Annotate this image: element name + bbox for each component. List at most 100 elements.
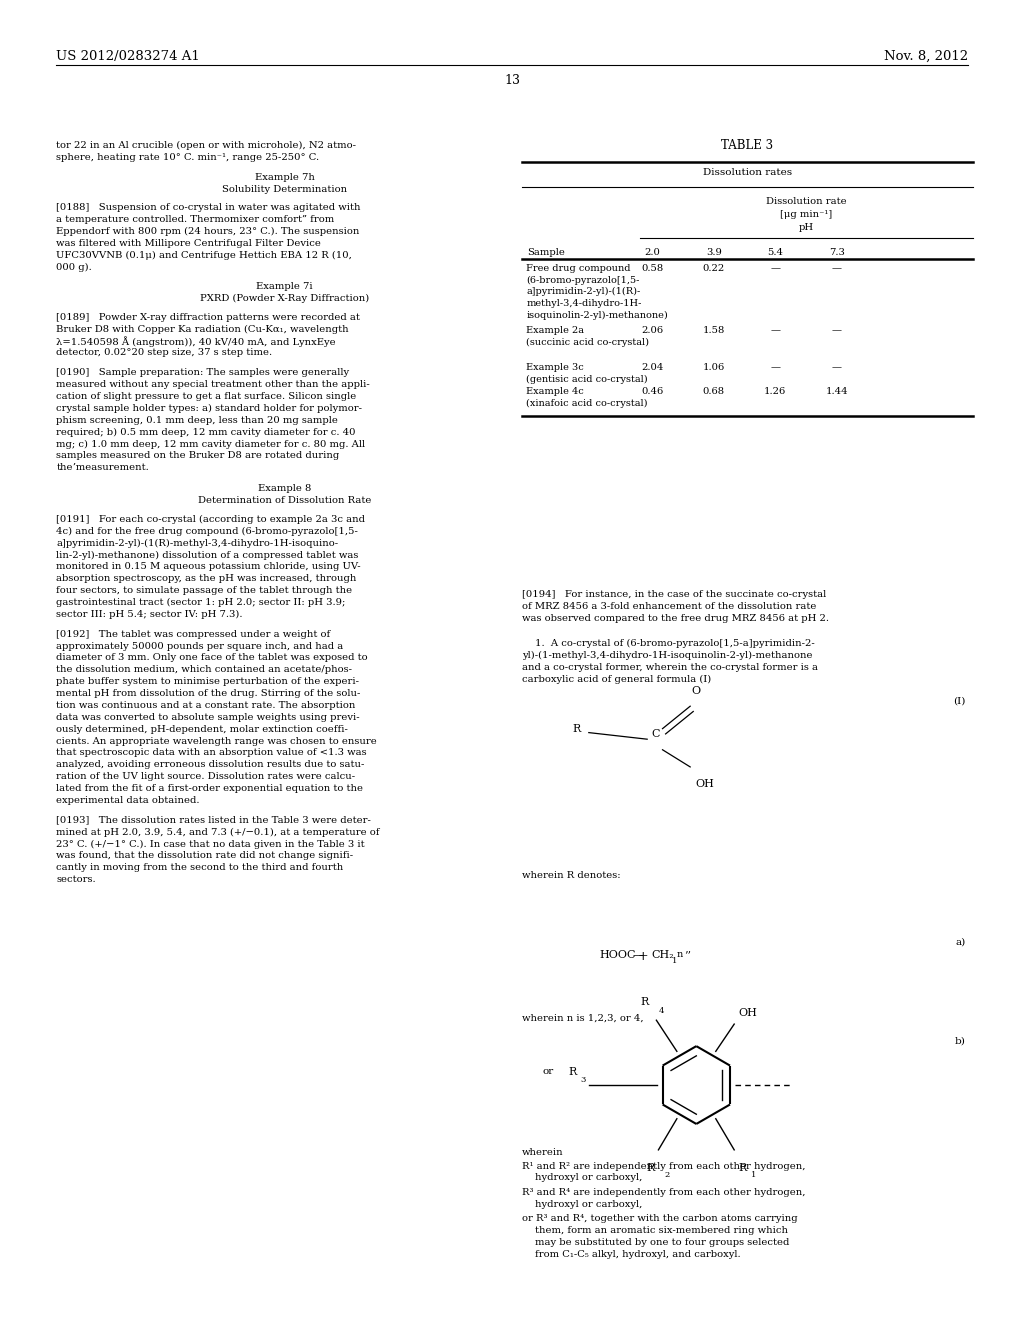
Text: Example 7h: Example 7h xyxy=(255,173,314,182)
Text: 1.06: 1.06 xyxy=(702,363,725,372)
Text: mg; c) 1.0 mm deep, 12 mm cavity diameter for c. 80 mg. All: mg; c) 1.0 mm deep, 12 mm cavity diamete… xyxy=(56,440,366,449)
Text: 1.  A co-crystal of (6-bromo-pyrazolo[1,5-a]pyrimidin-2-: 1. A co-crystal of (6-bromo-pyrazolo[1,5… xyxy=(535,639,814,648)
Text: the dissolution medium, which contained an acetate/phos-: the dissolution medium, which contained … xyxy=(56,665,352,675)
Text: required; b) 0.5 mm deep, 12 mm cavity diameter for c. 40: required; b) 0.5 mm deep, 12 mm cavity d… xyxy=(56,428,355,437)
Text: pH: pH xyxy=(799,223,814,232)
Text: measured without any special treatment other than the appli-: measured without any special treatment o… xyxy=(56,380,370,389)
Text: R: R xyxy=(646,1163,654,1173)
Text: wherein R denotes:: wherein R denotes: xyxy=(522,871,621,880)
Text: samples measured on the Bruker D8 are rotated during: samples measured on the Bruker D8 are ro… xyxy=(56,451,340,461)
Text: +: + xyxy=(638,950,648,964)
Text: λ=1.540598 Å (angstrom)), 40 kV/40 mA, and LynxEye: λ=1.540598 Å (angstrom)), 40 kV/40 mA, a… xyxy=(56,337,336,347)
Text: Determination of Dissolution Rate: Determination of Dissolution Rate xyxy=(198,496,372,506)
Text: yl)-(1-methyl-3,4-dihydro-1H-isoquinolin-2-yl)-methanone: yl)-(1-methyl-3,4-dihydro-1H-isoquinolin… xyxy=(522,651,813,660)
Text: was found, that the dissolution rate did not change signifi-: was found, that the dissolution rate did… xyxy=(56,851,353,861)
Text: carboxylic acid of general formula (I): carboxylic acid of general formula (I) xyxy=(522,675,712,684)
Text: [0189]   Powder X-ray diffraction patterns were recorded at: [0189] Powder X-ray diffraction patterns… xyxy=(56,313,360,322)
Text: Example 7i: Example 7i xyxy=(256,282,313,292)
Text: phate buffer system to minimise perturbation of the experi-: phate buffer system to minimise perturba… xyxy=(56,677,359,686)
Text: 3: 3 xyxy=(581,1076,586,1084)
Text: Solubility Determination: Solubility Determination xyxy=(222,185,347,194)
Text: ration of the UV light source. Dissolution rates were calcu-: ration of the UV light source. Dissoluti… xyxy=(56,772,355,781)
Text: tion was continuous and at a constant rate. The absorption: tion was continuous and at a constant ra… xyxy=(56,701,355,710)
Text: Example 2a: Example 2a xyxy=(526,326,585,335)
Text: —: — xyxy=(770,363,780,372)
Text: 0.68: 0.68 xyxy=(702,387,725,396)
Text: CH₂: CH₂ xyxy=(651,950,674,961)
Text: [0188]   Suspension of co-crystal in water was agitated with: [0188] Suspension of co-crystal in water… xyxy=(56,203,360,213)
Text: may be substituted by one to four groups selected: may be substituted by one to four groups… xyxy=(535,1238,788,1247)
Text: 2.04: 2.04 xyxy=(641,363,664,372)
Text: [0192]   The tablet was compressed under a weight of: [0192] The tablet was compressed under a… xyxy=(56,630,331,639)
Text: isoquinolin-2-yl)-methanone): isoquinolin-2-yl)-methanone) xyxy=(526,310,668,319)
Text: PXRD (Powder X-Ray Diffraction): PXRD (Powder X-Ray Diffraction) xyxy=(200,294,370,304)
Text: (I): (I) xyxy=(953,697,966,706)
Text: sphere, heating rate 10° C. min⁻¹, range 25-250° C.: sphere, heating rate 10° C. min⁻¹, range… xyxy=(56,153,319,162)
Text: gastrointestinal tract (sector 1: pH 2.0; sector II: pH 3.9;: gastrointestinal tract (sector 1: pH 2.0… xyxy=(56,598,346,607)
Text: Sample: Sample xyxy=(527,248,565,257)
Text: monitored in 0.15 M aqueous potassium chloride, using UV-: monitored in 0.15 M aqueous potassium ch… xyxy=(56,562,360,572)
Text: theʼmeasurement.: theʼmeasurement. xyxy=(56,463,150,473)
Text: Example 4c: Example 4c xyxy=(526,387,584,396)
Text: lated from the fit of a first-order exponential equation to the: lated from the fit of a first-order expo… xyxy=(56,784,364,793)
Text: 2: 2 xyxy=(665,1171,670,1179)
Text: —: — xyxy=(831,363,842,372)
Text: R: R xyxy=(640,997,648,1007)
Text: 1: 1 xyxy=(751,1171,756,1179)
Text: (gentisic acid co-crystal): (gentisic acid co-crystal) xyxy=(526,375,648,384)
Text: 4: 4 xyxy=(658,1007,664,1015)
Text: 1: 1 xyxy=(672,957,677,965)
Text: hydroxyl or carboxyl,: hydroxyl or carboxyl, xyxy=(535,1173,642,1183)
Text: data was converted to absolute sample weights using previ-: data was converted to absolute sample we… xyxy=(56,713,360,722)
Text: [0191]   For each co-crystal (according to example 2a 3c and: [0191] For each co-crystal (according to… xyxy=(56,515,366,524)
Text: Dissolution rates: Dissolution rates xyxy=(702,168,793,177)
Text: a]pyrimidin-2-yl)-(1(R)-methyl-3,4-dihydro-1H-isoquino-: a]pyrimidin-2-yl)-(1(R)-methyl-3,4-dihyd… xyxy=(56,539,339,548)
Text: mined at pH 2.0, 3.9, 5.4, and 7.3 (+/−0.1), at a temperature of: mined at pH 2.0, 3.9, 5.4, and 7.3 (+/−0… xyxy=(56,828,380,837)
Text: analyzed, avoiding erroneous dissolution results due to satu-: analyzed, avoiding erroneous dissolution… xyxy=(56,760,365,770)
Text: TABLE 3: TABLE 3 xyxy=(722,139,773,152)
Text: crystal sample holder types: a) standard holder for polymor-: crystal sample holder types: a) standard… xyxy=(56,404,362,413)
Text: 3.9: 3.9 xyxy=(706,248,722,257)
Text: ously determined, pH-dependent, molar extinction coeffi-: ously determined, pH-dependent, molar ex… xyxy=(56,725,348,734)
Text: absorption spectroscopy, as the pH was increased, through: absorption spectroscopy, as the pH was i… xyxy=(56,574,356,583)
Text: or R³ and R⁴, together with the carbon atoms carrying: or R³ and R⁴, together with the carbon a… xyxy=(522,1214,798,1224)
Text: US 2012/0283274 A1: US 2012/0283274 A1 xyxy=(56,50,200,63)
Text: ’’: ’’ xyxy=(684,950,691,961)
Text: 0.58: 0.58 xyxy=(641,264,664,273)
Text: 1.58: 1.58 xyxy=(702,326,725,335)
Text: tor 22 in an Al crucible (open or with microhole), N2 atmo-: tor 22 in an Al crucible (open or with m… xyxy=(56,141,356,150)
Text: Example 8: Example 8 xyxy=(258,484,311,494)
Text: hydroxyl or carboxyl,: hydroxyl or carboxyl, xyxy=(535,1200,642,1209)
Text: cation of slight pressure to get a flat surface. Silicon single: cation of slight pressure to get a flat … xyxy=(56,392,356,401)
Text: a temperature controlled. Thermomixer comfort” from: a temperature controlled. Thermomixer co… xyxy=(56,215,335,224)
Text: O: O xyxy=(692,685,700,696)
Text: 7.3: 7.3 xyxy=(828,248,845,257)
Text: —: — xyxy=(770,264,780,273)
Text: (xinafoic acid co-crystal): (xinafoic acid co-crystal) xyxy=(526,399,648,408)
Text: wherein: wherein xyxy=(522,1148,564,1158)
Text: four sectors, to simulate passage of the tablet through the: four sectors, to simulate passage of the… xyxy=(56,586,352,595)
Text: HOOC: HOOC xyxy=(599,950,636,961)
Text: detector, 0.02°20 step size, 37 s step time.: detector, 0.02°20 step size, 37 s step t… xyxy=(56,348,272,358)
Text: or: or xyxy=(543,1068,554,1076)
Text: —: — xyxy=(831,326,842,335)
Text: sector III: pH 5.4; sector IV: pH 7.3).: sector III: pH 5.4; sector IV: pH 7.3). xyxy=(56,610,243,619)
Text: 0.46: 0.46 xyxy=(641,387,664,396)
Text: n: n xyxy=(677,950,683,960)
Text: mental pH from dissolution of the drug. Stirring of the solu-: mental pH from dissolution of the drug. … xyxy=(56,689,360,698)
Text: wherein n is 1,2,3, or 4,: wherein n is 1,2,3, or 4, xyxy=(522,1014,644,1023)
Text: sectors.: sectors. xyxy=(56,875,96,884)
Text: R: R xyxy=(572,723,581,734)
Text: OH: OH xyxy=(738,1007,757,1018)
Text: a): a) xyxy=(955,937,966,946)
Text: was filtered with Millipore Centrifugal Filter Device: was filtered with Millipore Centrifugal … xyxy=(56,239,322,248)
Text: b): b) xyxy=(954,1036,966,1045)
Text: experimental data obtained.: experimental data obtained. xyxy=(56,796,200,805)
Text: UFC30VVNB (0.1μ) and Centrifuge Hettich EBA 12 R (10,: UFC30VVNB (0.1μ) and Centrifuge Hettich … xyxy=(56,251,352,260)
Text: Example 3c: Example 3c xyxy=(526,363,584,372)
Text: [0190]   Sample preparation: The samples were generally: [0190] Sample preparation: The samples w… xyxy=(56,368,349,378)
Text: R¹ and R² are independently from each other hydrogen,: R¹ and R² are independently from each ot… xyxy=(522,1162,806,1171)
Text: Nov. 8, 2012: Nov. 8, 2012 xyxy=(884,50,968,63)
Text: [μg min⁻¹]: [μg min⁻¹] xyxy=(780,210,833,219)
Text: lin-2-yl)-methanone) dissolution of a compressed tablet was: lin-2-yl)-methanone) dissolution of a co… xyxy=(56,550,358,560)
